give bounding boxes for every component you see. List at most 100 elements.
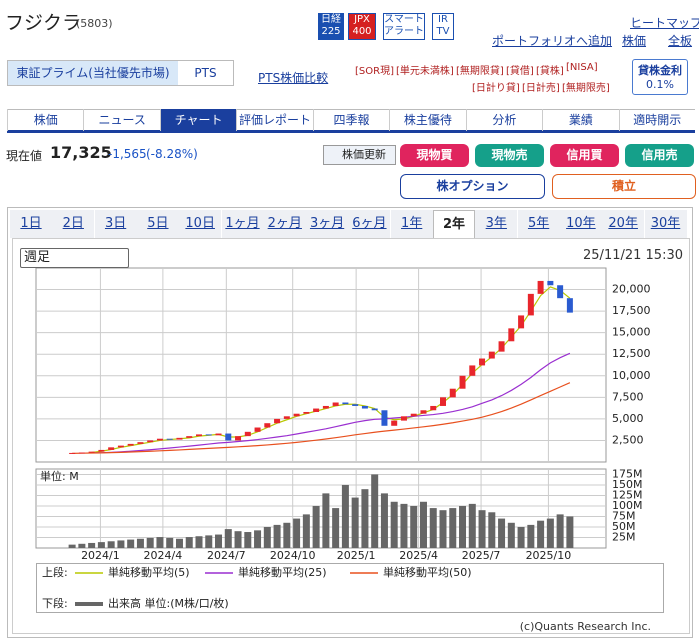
option-button[interactable]: 株オプション [400, 174, 545, 199]
candle [498, 341, 505, 352]
nav-item[interactable]: 適時開示 [618, 109, 695, 131]
badge-line[interactable]: 225 [321, 26, 341, 37]
nav-item[interactable]: 株主優待 [389, 109, 465, 131]
volume-bar [68, 544, 76, 548]
x-tick-label: 2024/4 [144, 549, 183, 562]
interval-select[interactable]: 週足 [20, 248, 129, 268]
nav-item[interactable]: ニュース [83, 109, 159, 131]
trade-button[interactable]: 信用売 [625, 144, 694, 167]
candle [391, 420, 398, 426]
period-tab[interactable]: 2日 [52, 210, 95, 238]
period-tab[interactable]: 30年 [644, 210, 687, 238]
volume-bar [390, 501, 398, 548]
period-tab[interactable]: 3日 [94, 210, 137, 238]
trade-button[interactable]: 現物買 [400, 144, 469, 167]
candle [264, 423, 271, 428]
badge[interactable] [432, 13, 454, 40]
period-tab[interactable]: 5年 [517, 210, 560, 238]
candle [469, 365, 476, 376]
trade-button[interactable]: 信用買 [550, 144, 619, 167]
badge[interactable] [318, 13, 344, 40]
volume-bar [341, 484, 349, 548]
timestamp: 25/11/21 15:30 [583, 248, 683, 263]
x-tick-label: 2025/4 [399, 549, 438, 562]
pts-link[interactable]: PTS株価比較 [258, 71, 329, 85]
badge-line[interactable]: スマート [384, 14, 424, 25]
legend-label: 上段: [42, 565, 68, 579]
header-link[interactable]: 株価 [622, 34, 647, 48]
header-link[interactable]: ヒートマップ [630, 16, 699, 30]
period-tab[interactable]: 20年 [602, 210, 645, 238]
badge[interactable] [348, 13, 376, 40]
candle [244, 431, 251, 437]
legend-label: 下段: [42, 596, 68, 610]
saving-button[interactable]: 積立 [552, 174, 696, 199]
tag: [NISA] [566, 62, 598, 73]
badge-line[interactable]: IR [438, 14, 448, 25]
candle [557, 285, 564, 299]
candle [293, 413, 300, 417]
volume-bar [195, 536, 203, 548]
candle [410, 413, 417, 417]
volume-bar [322, 493, 330, 548]
candle [108, 447, 115, 450]
period-tab[interactable]: 10年 [559, 210, 602, 238]
volume-bar [146, 537, 154, 548]
trade-button[interactable]: 現物売 [475, 144, 544, 167]
candle [195, 434, 202, 437]
nav-item[interactable]: 四季報 [312, 109, 389, 131]
period-tab[interactable]: 5日 [136, 210, 179, 238]
volume-bar [361, 489, 369, 548]
period-tab[interactable]: 6ヶ月 [348, 210, 391, 238]
candle [352, 404, 359, 406]
volume-bar [449, 508, 457, 548]
volume-bar [244, 532, 252, 548]
period-tab[interactable]: 10日 [179, 210, 222, 238]
badge-line[interactable]: 400 [352, 26, 372, 37]
period-tab[interactable]: 2年 [433, 210, 475, 238]
badge-line[interactable]: TV [436, 26, 450, 37]
volume-bar [546, 518, 554, 548]
candle [69, 452, 76, 454]
refresh-button[interactable]: 株価更新 [323, 145, 396, 165]
volume-bar [459, 505, 467, 548]
badge-line[interactable]: 日経 [321, 14, 341, 25]
candle [547, 280, 554, 286]
volume-bar [97, 542, 105, 548]
candle [235, 436, 242, 441]
market-tab[interactable]: 東証プライム(当社優先市場) [8, 61, 178, 85]
badge[interactable] [383, 13, 425, 40]
period-tab[interactable]: 2ヶ月 [263, 210, 306, 238]
period-tab[interactable]: 3ヶ月 [306, 210, 349, 238]
market-tab[interactable]: PTS [194, 66, 217, 80]
candle [332, 402, 339, 406]
volume-bar [293, 518, 301, 548]
volume-bar [351, 497, 359, 548]
nav-item[interactable]: 分析 [465, 109, 542, 131]
header-link[interactable]: 全板 [668, 34, 693, 48]
period-tab[interactable]: 1年 [390, 210, 433, 238]
nav-item[interactable]: 評価レポート [236, 109, 312, 131]
candle [166, 438, 173, 440]
change: -1,565 [108, 147, 147, 161]
badge-line[interactable]: アラート [384, 26, 424, 37]
period-tab[interactable]: 1ヶ月 [221, 210, 264, 238]
candle [78, 452, 85, 454]
x-tick-label: 2025/10 [526, 549, 572, 562]
volume-bar [537, 520, 545, 548]
volume-bar [332, 508, 340, 548]
nav-bar [7, 109, 695, 133]
nav-item[interactable]: チャート [159, 109, 237, 131]
nav-item[interactable]: 株価 [7, 109, 83, 131]
period-tab[interactable]: 1日 [10, 210, 52, 238]
tag: [単元未満株] [396, 66, 454, 77]
y-tick-label: 2,500 [612, 433, 644, 446]
period-tab[interactable]: 3年 [475, 210, 518, 238]
volume-bar [498, 518, 506, 548]
badge-line[interactable]: JPX [354, 14, 370, 25]
nav-item[interactable]: 業績 [542, 109, 618, 131]
y-tick-label: 17,500 [612, 304, 651, 317]
header-link[interactable]: ポートフォリオへ追加 [492, 34, 613, 48]
candle [488, 351, 495, 359]
